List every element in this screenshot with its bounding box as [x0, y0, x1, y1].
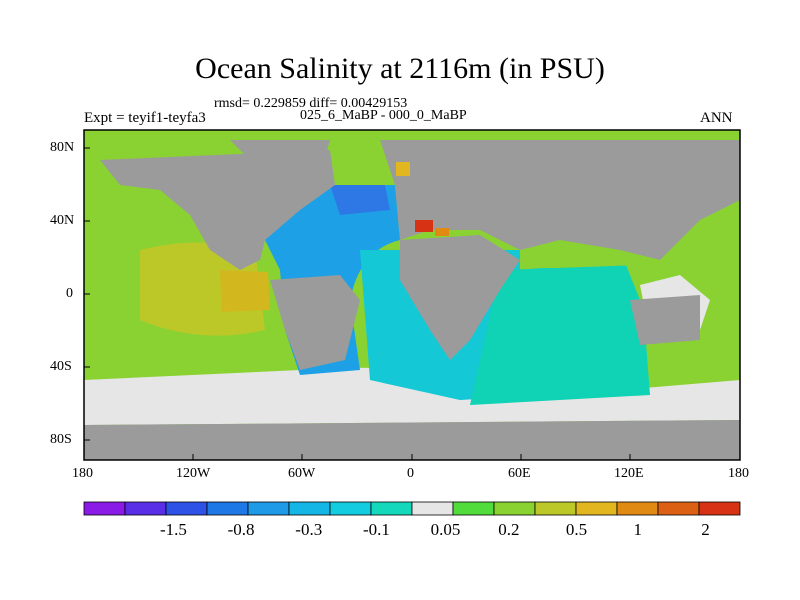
colorbar-swatch: [83, 501, 126, 516]
lon-label-180w: 180: [72, 466, 93, 481]
colorbar-swatch: [247, 501, 290, 516]
period-label: 025_6_MaBP - 000_0_MaBP: [300, 108, 467, 123]
axis-ticks: [84, 147, 631, 460]
arctic-anomaly: [396, 162, 410, 176]
australia-landmass: [630, 295, 700, 345]
colorbar-label: -0.3: [295, 520, 323, 539]
colorbar-swatch: [452, 501, 495, 516]
colorbar-label: 2: [701, 520, 710, 539]
colorbar-swatch: [698, 501, 741, 516]
africa-landmass: [400, 235, 520, 360]
lat-label-0: 0: [66, 286, 73, 301]
colorbar-swatch: [411, 501, 454, 516]
southern-ocean-field: [84, 367, 740, 425]
lon-label-120w: 120W: [176, 466, 211, 481]
colorbar-swatch: [288, 501, 331, 516]
colorbar-label: -0.1: [362, 520, 390, 539]
stats-line: rmsd= 0.229859 diff= 0.00429153: [214, 96, 408, 111]
colorbar-swatch: [370, 501, 413, 516]
colorbar-label: -0.8: [227, 520, 255, 539]
indian-field: [470, 265, 650, 405]
colorbar-swatch: [124, 501, 167, 516]
colorbar-label: 0.5: [565, 520, 588, 539]
eurasia-landmass: [380, 140, 740, 260]
colorbar-swatch: [493, 501, 536, 516]
lon-label-0: 0: [407, 466, 414, 481]
colorbar-label: 0.2: [498, 520, 520, 539]
colorbar-swatch: [657, 501, 700, 516]
north-america-landmass: [100, 150, 335, 270]
colorbar-swatch: [534, 501, 577, 516]
mediterranean-anomaly: [415, 220, 433, 232]
colorbar-label: 0.05: [430, 520, 461, 539]
land-masses: [84, 140, 740, 460]
colorbar-label: 1: [633, 520, 643, 539]
lat-label-40s: 40S: [50, 359, 72, 374]
lon-label-120e: 120E: [614, 466, 644, 481]
south-america-landmass: [270, 275, 360, 370]
lat-label-80n: 80N: [50, 140, 75, 155]
colorbar-swatch: [616, 501, 659, 516]
antarctica-landmass: [84, 420, 740, 460]
greenland-landmass: [230, 140, 330, 180]
north-atlantic-deep: [330, 185, 390, 215]
plot-title: Ocean Salinity at 2116m (in PSU): [195, 52, 605, 85]
lat-label-80s: 80S: [50, 432, 72, 447]
lon-label-60e: 60E: [508, 466, 531, 481]
colorbar-label: -1.5: [160, 520, 187, 539]
mediterranean-anomaly-east: [435, 228, 449, 236]
lon-label-60w: 60W: [288, 466, 316, 481]
lon-label-180e: 180: [728, 466, 749, 481]
lat-label-40n: 40N: [50, 213, 75, 228]
colorbar-swatch: [206, 501, 249, 516]
experiment-label: Expt = teyif1-teyfa3: [84, 110, 206, 126]
colorbar-swatch: [165, 501, 208, 516]
season-label: ANN: [700, 110, 733, 126]
colorbar-swatch: [575, 501, 618, 516]
colorbar-swatch: [329, 501, 372, 516]
east-pacific-high: [220, 270, 270, 312]
